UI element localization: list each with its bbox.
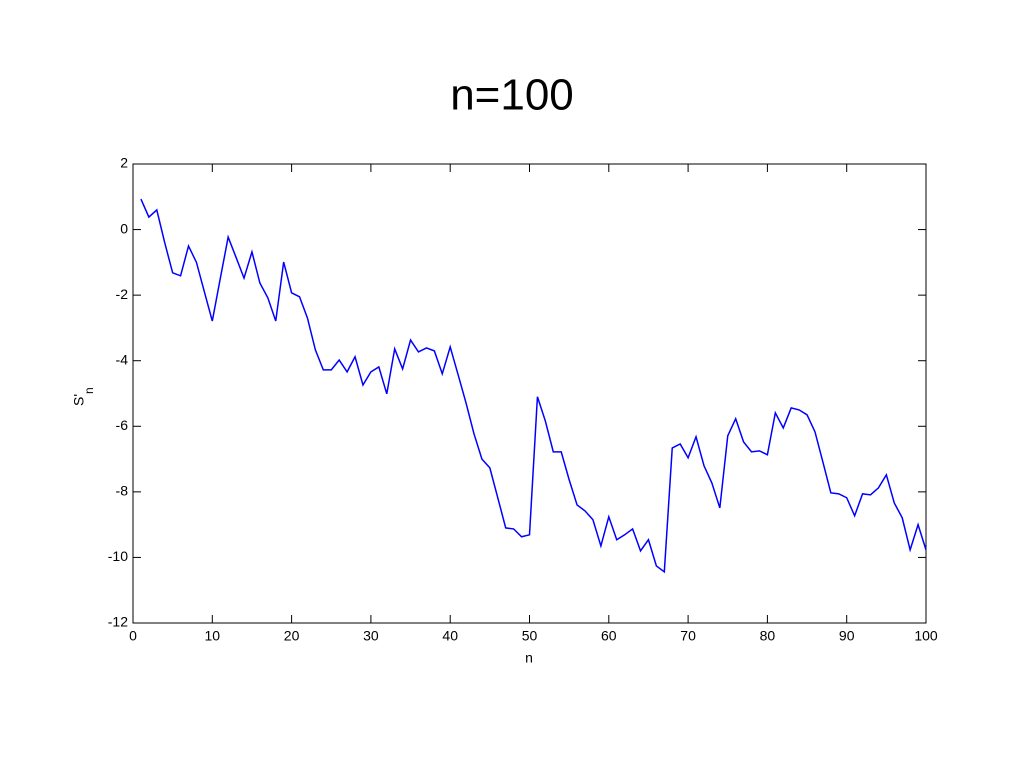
x-tick-label: 40 bbox=[442, 628, 458, 644]
y-tick-label: -6 bbox=[116, 417, 129, 433]
y-axis-label-text: S' bbox=[71, 394, 87, 406]
chart-title: n=100 bbox=[450, 71, 574, 120]
y-tick-label: -8 bbox=[116, 483, 129, 499]
y-axis-label: S' n bbox=[71, 387, 96, 406]
x-tick-label: 60 bbox=[601, 628, 617, 644]
y-tick-label: -4 bbox=[116, 351, 129, 367]
y-tick-label: 2 bbox=[120, 155, 128, 171]
y-axis-label-subscript: n bbox=[82, 387, 96, 394]
x-tick-label: 80 bbox=[760, 628, 776, 644]
y-tick-label: -12 bbox=[108, 614, 128, 630]
y-tick-label: -10 bbox=[108, 548, 128, 564]
x-axis-label: n bbox=[525, 650, 533, 666]
x-tick-label: 30 bbox=[363, 628, 379, 644]
x-tick-label: 20 bbox=[284, 628, 300, 644]
y-tick-label: -2 bbox=[116, 286, 129, 302]
x-tick-label: 70 bbox=[680, 628, 696, 644]
x-tick-label: 50 bbox=[522, 628, 538, 644]
x-tick-label: 10 bbox=[205, 628, 221, 644]
x-tick-label: 100 bbox=[914, 628, 938, 644]
x-tick-label: 90 bbox=[839, 628, 855, 644]
x-tick-label: 0 bbox=[129, 628, 137, 644]
y-tick-label: 0 bbox=[120, 220, 128, 236]
data-line bbox=[140, 198, 927, 574]
